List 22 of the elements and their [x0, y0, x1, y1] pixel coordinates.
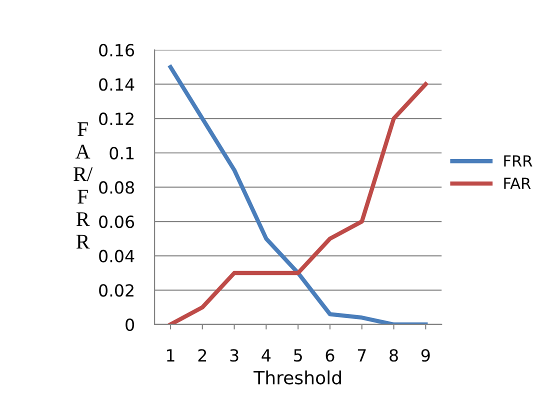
- x-tick-label: 9: [421, 349, 430, 362]
- y-tick-label: 0.14: [99, 78, 134, 91]
- y-tick-label: 0.16: [99, 44, 134, 56]
- x-tick-label: 7: [358, 349, 366, 362]
- x-tick-label: 6: [326, 349, 334, 362]
- y-tick-label: 0.08: [99, 181, 134, 194]
- x-axis-title: Threshold: [254, 370, 341, 384]
- legend-label: FRR: [504, 155, 532, 166]
- x-tick-label: 5: [294, 349, 302, 362]
- x-tick-label: 3: [230, 349, 238, 362]
- y-tick-label: 0.02: [99, 284, 134, 297]
- y-axis-title: FAR/FRR: [74, 122, 93, 248]
- x-tick-label: 2: [198, 349, 206, 362]
- x-tick-label: 1: [167, 349, 174, 362]
- x-tick-label: 4: [262, 349, 271, 362]
- y-tick-label: 0.06: [99, 215, 134, 228]
- y-tick-label: 0: [126, 318, 134, 332]
- y-tick-label: 0.1: [110, 146, 134, 160]
- legend-label: FAR: [504, 178, 531, 189]
- x-tick-label: 8: [390, 349, 398, 362]
- y-tick-label: 0.12: [99, 112, 134, 126]
- y-tick-label: 0.04: [99, 250, 134, 262]
